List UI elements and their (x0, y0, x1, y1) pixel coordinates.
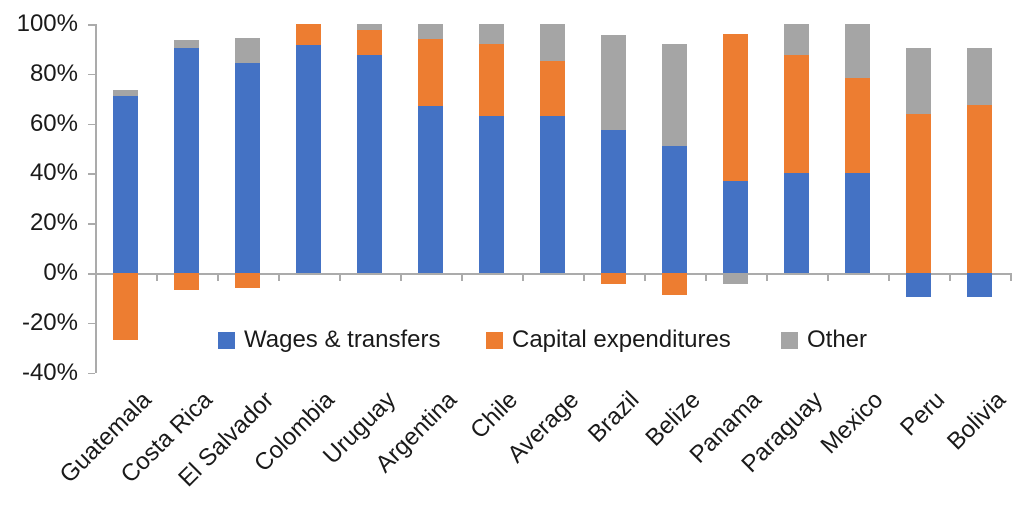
y-axis-tick-label: -40% (21, 358, 78, 386)
x-axis-tick (461, 273, 463, 281)
bar-segment-mexico (845, 77, 870, 174)
bar-segment-bolivia (967, 47, 992, 105)
legend-item-other: Other (781, 327, 867, 353)
bar-segment-bolivia (967, 273, 992, 297)
bar-segment-belize (662, 146, 687, 273)
y-axis-tick-label: 0% (43, 259, 78, 286)
y-axis-tick-label: 100% (16, 10, 78, 37)
y-axis-tick (88, 322, 95, 325)
bar-segment-chile (479, 24, 504, 44)
bar-segment-costa-rica (174, 40, 199, 48)
bar-segment-brazil (601, 35, 626, 130)
x-axis-tick (95, 273, 97, 281)
bar-segment-brazil (601, 273, 626, 285)
x-axis-tick (949, 273, 951, 281)
bar-segment-mexico (845, 173, 870, 273)
bar-segment-uruguay (357, 30, 382, 56)
x-axis-tick (644, 273, 646, 281)
x-axis-tick (278, 273, 280, 281)
bar-segment-guatemala (113, 96, 138, 273)
bar-segment-colombia (296, 45, 321, 273)
bar-segment-paraguay (784, 55, 809, 174)
category-label-peru: Peru (894, 386, 950, 442)
bar-segment-uruguay (357, 55, 382, 273)
bar-segment-average (540, 61, 565, 117)
y-axis-line (95, 24, 97, 373)
x-axis-tick (705, 273, 707, 281)
legend-swatch-capital-expenditures-icon (486, 331, 503, 349)
bar-segment-chile (479, 43, 504, 117)
bar-segment-chile (479, 116, 504, 273)
bar-segment-uruguay (357, 24, 382, 31)
bar-segment-colombia (296, 24, 321, 46)
bar-segment-costa-rica (174, 47, 199, 273)
bar-segment-el-salvador (235, 62, 260, 273)
bar-segment-belize (662, 273, 687, 296)
y-axis-tick-label: 20% (29, 209, 78, 237)
category-label-bolivia: Bolivia (941, 386, 1011, 456)
legend-swatch-wages-transfers-icon (218, 331, 235, 349)
x-axis-tick (156, 273, 158, 281)
bar-segment-costa-rica (174, 273, 199, 291)
legend-item-capital-expenditures: Capital expenditures (486, 327, 731, 353)
bar-segment-el-salvador (235, 37, 260, 63)
x-axis-tick (583, 273, 585, 281)
bar-segment-peru (906, 113, 931, 273)
category-label-brazil: Brazil (583, 386, 645, 448)
bar-segment-el-salvador (235, 273, 260, 288)
bar-segment-panama (723, 273, 748, 285)
x-axis-tick (888, 273, 890, 281)
bar-segment-belize (662, 43, 687, 146)
bar-segment-guatemala (113, 273, 138, 341)
x-axis-tick (766, 273, 768, 281)
category-label-mexico: Mexico (816, 386, 889, 460)
y-axis-tick (88, 372, 95, 375)
bar-segment-average (540, 116, 565, 273)
y-axis-tick (88, 223, 95, 225)
x-axis-tick (339, 273, 341, 281)
x-axis-tick (827, 273, 829, 281)
bar-segment-peru (906, 273, 931, 297)
bar-segment-guatemala (113, 89, 138, 97)
x-axis-tick (522, 273, 524, 281)
y-axis-tick-label: 40% (29, 159, 78, 187)
bar-segment-brazil (601, 129, 626, 273)
x-axis-tick (217, 273, 219, 281)
bar-segment-argentina (418, 38, 443, 107)
legend-swatch-other-icon (781, 331, 798, 349)
legend-label-capital-expenditures: Capital expenditures (512, 326, 731, 353)
legend-label-other: Other (807, 326, 868, 353)
bar-segment-average (540, 24, 565, 62)
y-axis-tick (88, 24, 95, 26)
bar-segment-argentina (418, 106, 443, 273)
bar-segment-panama (723, 33, 748, 181)
legend-item-wages-transfers: Wages & transfers (218, 327, 441, 353)
y-axis-tick-label: 80% (29, 59, 78, 87)
y-axis-tick (88, 73, 95, 76)
bar-segment-panama (723, 180, 748, 273)
y-axis-tick (88, 123, 95, 126)
bar-segment-mexico (845, 24, 870, 78)
y-axis-tick-label: -20% (21, 308, 78, 336)
bar-segment-peru (906, 47, 931, 114)
y-axis-tick-label: 60% (29, 109, 78, 137)
y-axis-tick (88, 173, 95, 175)
y-axis-tick (88, 273, 95, 275)
x-axis-tick (1010, 273, 1012, 281)
bar-segment-argentina (418, 24, 443, 39)
bar-segment-bolivia (967, 104, 992, 273)
x-axis-line (95, 273, 1010, 275)
bar-segment-paraguay (784, 173, 809, 273)
legend-label-wages-transfers: Wages & transfers (244, 326, 441, 353)
x-axis-tick (400, 273, 402, 281)
bar-segment-paraguay (784, 24, 809, 56)
